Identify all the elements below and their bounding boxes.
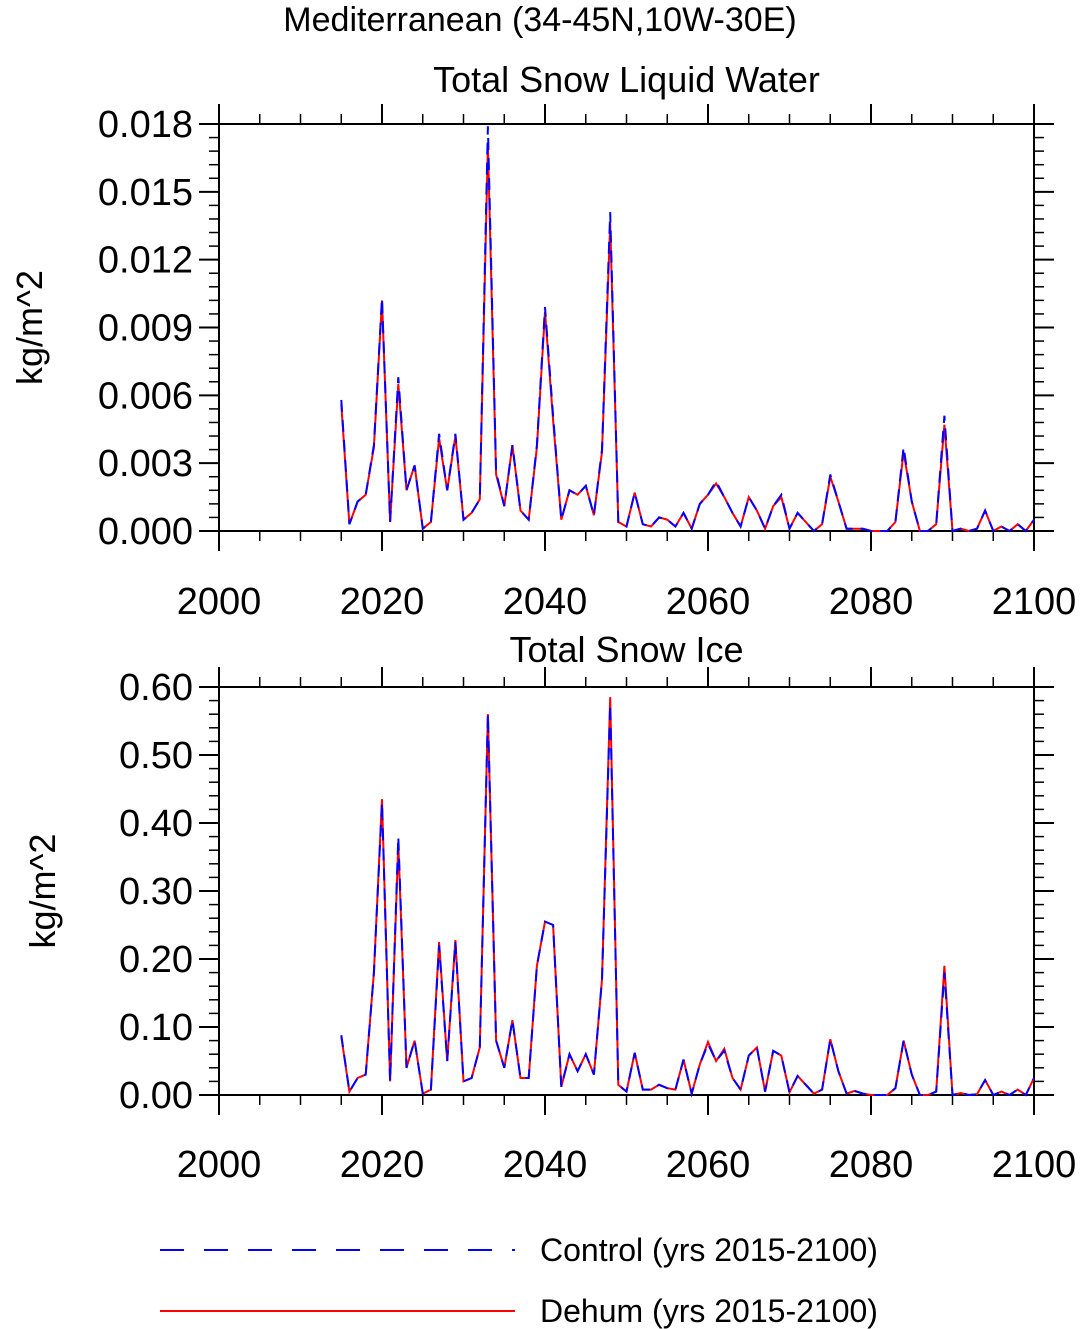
x-tick-label: 2040 bbox=[503, 581, 588, 623]
chart-title: Total Snow Ice bbox=[509, 629, 743, 670]
x-tick-label: 2000 bbox=[177, 1144, 262, 1186]
series-line-dehum bbox=[340, 144, 1035, 533]
y-tick-label: 0.10 bbox=[119, 1007, 193, 1049]
series-line-control bbox=[340, 703, 1035, 1098]
legend-label: Dehum (yrs 2015-2100) bbox=[540, 1293, 878, 1329]
x-tick-label: 2100 bbox=[992, 1144, 1077, 1186]
y-axis-label: kg/m^2 bbox=[9, 270, 50, 385]
y-tick-label: 0.006 bbox=[98, 375, 193, 417]
y-tick-label: 0.60 bbox=[119, 667, 193, 709]
x-tick-label: 2080 bbox=[829, 1144, 914, 1186]
series-line-control bbox=[340, 126, 1035, 533]
y-tick-label: 0.30 bbox=[119, 871, 193, 913]
y-tick-label: 0.20 bbox=[119, 939, 193, 981]
y-tick-label: 0.40 bbox=[119, 803, 193, 845]
x-tick-label: 2020 bbox=[340, 581, 425, 623]
legend: Control (yrs 2015-2100) Dehum (yrs 2015-2… bbox=[160, 1232, 878, 1329]
x-tick-label: 2100 bbox=[992, 581, 1077, 623]
x-tick-label: 2060 bbox=[666, 1144, 751, 1186]
y-tick-label: 0.003 bbox=[98, 443, 193, 485]
chart-panel-2: Total Snow Ice kg/m^2 0.00 0.10 0.20 0.30 0.40… bbox=[22, 629, 1076, 1186]
y-tick-label: 0.012 bbox=[98, 240, 193, 282]
x-tick-label: 2060 bbox=[666, 581, 751, 623]
legend-label: Control (yrs 2015-2100) bbox=[540, 1232, 878, 1268]
y-tick-label: 0.00 bbox=[119, 1075, 193, 1117]
y-tick-label: 0.009 bbox=[98, 308, 193, 350]
y-tick-label: 0.000 bbox=[98, 511, 193, 553]
x-tick-label: 2040 bbox=[503, 1144, 588, 1186]
x-tick-label: 2080 bbox=[829, 581, 914, 623]
y-axis-label: kg/m^2 bbox=[22, 834, 63, 949]
x-tick-label: 2000 bbox=[177, 581, 262, 623]
chart-title: Total Snow Liquid Water bbox=[433, 59, 820, 100]
chart-panel-1: Total Snow Liquid Water kg/m^2 0.000 0.003 0… bbox=[9, 59, 1076, 623]
y-tick-label: 0.50 bbox=[119, 735, 193, 777]
x-tick-label: 2020 bbox=[340, 1144, 425, 1186]
plot-frame bbox=[218, 123, 1035, 532]
plot-frame bbox=[218, 686, 1035, 1096]
y-tick-label: 0.015 bbox=[98, 172, 193, 214]
series-line-dehum bbox=[340, 697, 1035, 1098]
page-title: Mediterranean (34-45N,10W-30E) bbox=[283, 1, 797, 39]
y-tick-label: 0.018 bbox=[98, 104, 193, 146]
